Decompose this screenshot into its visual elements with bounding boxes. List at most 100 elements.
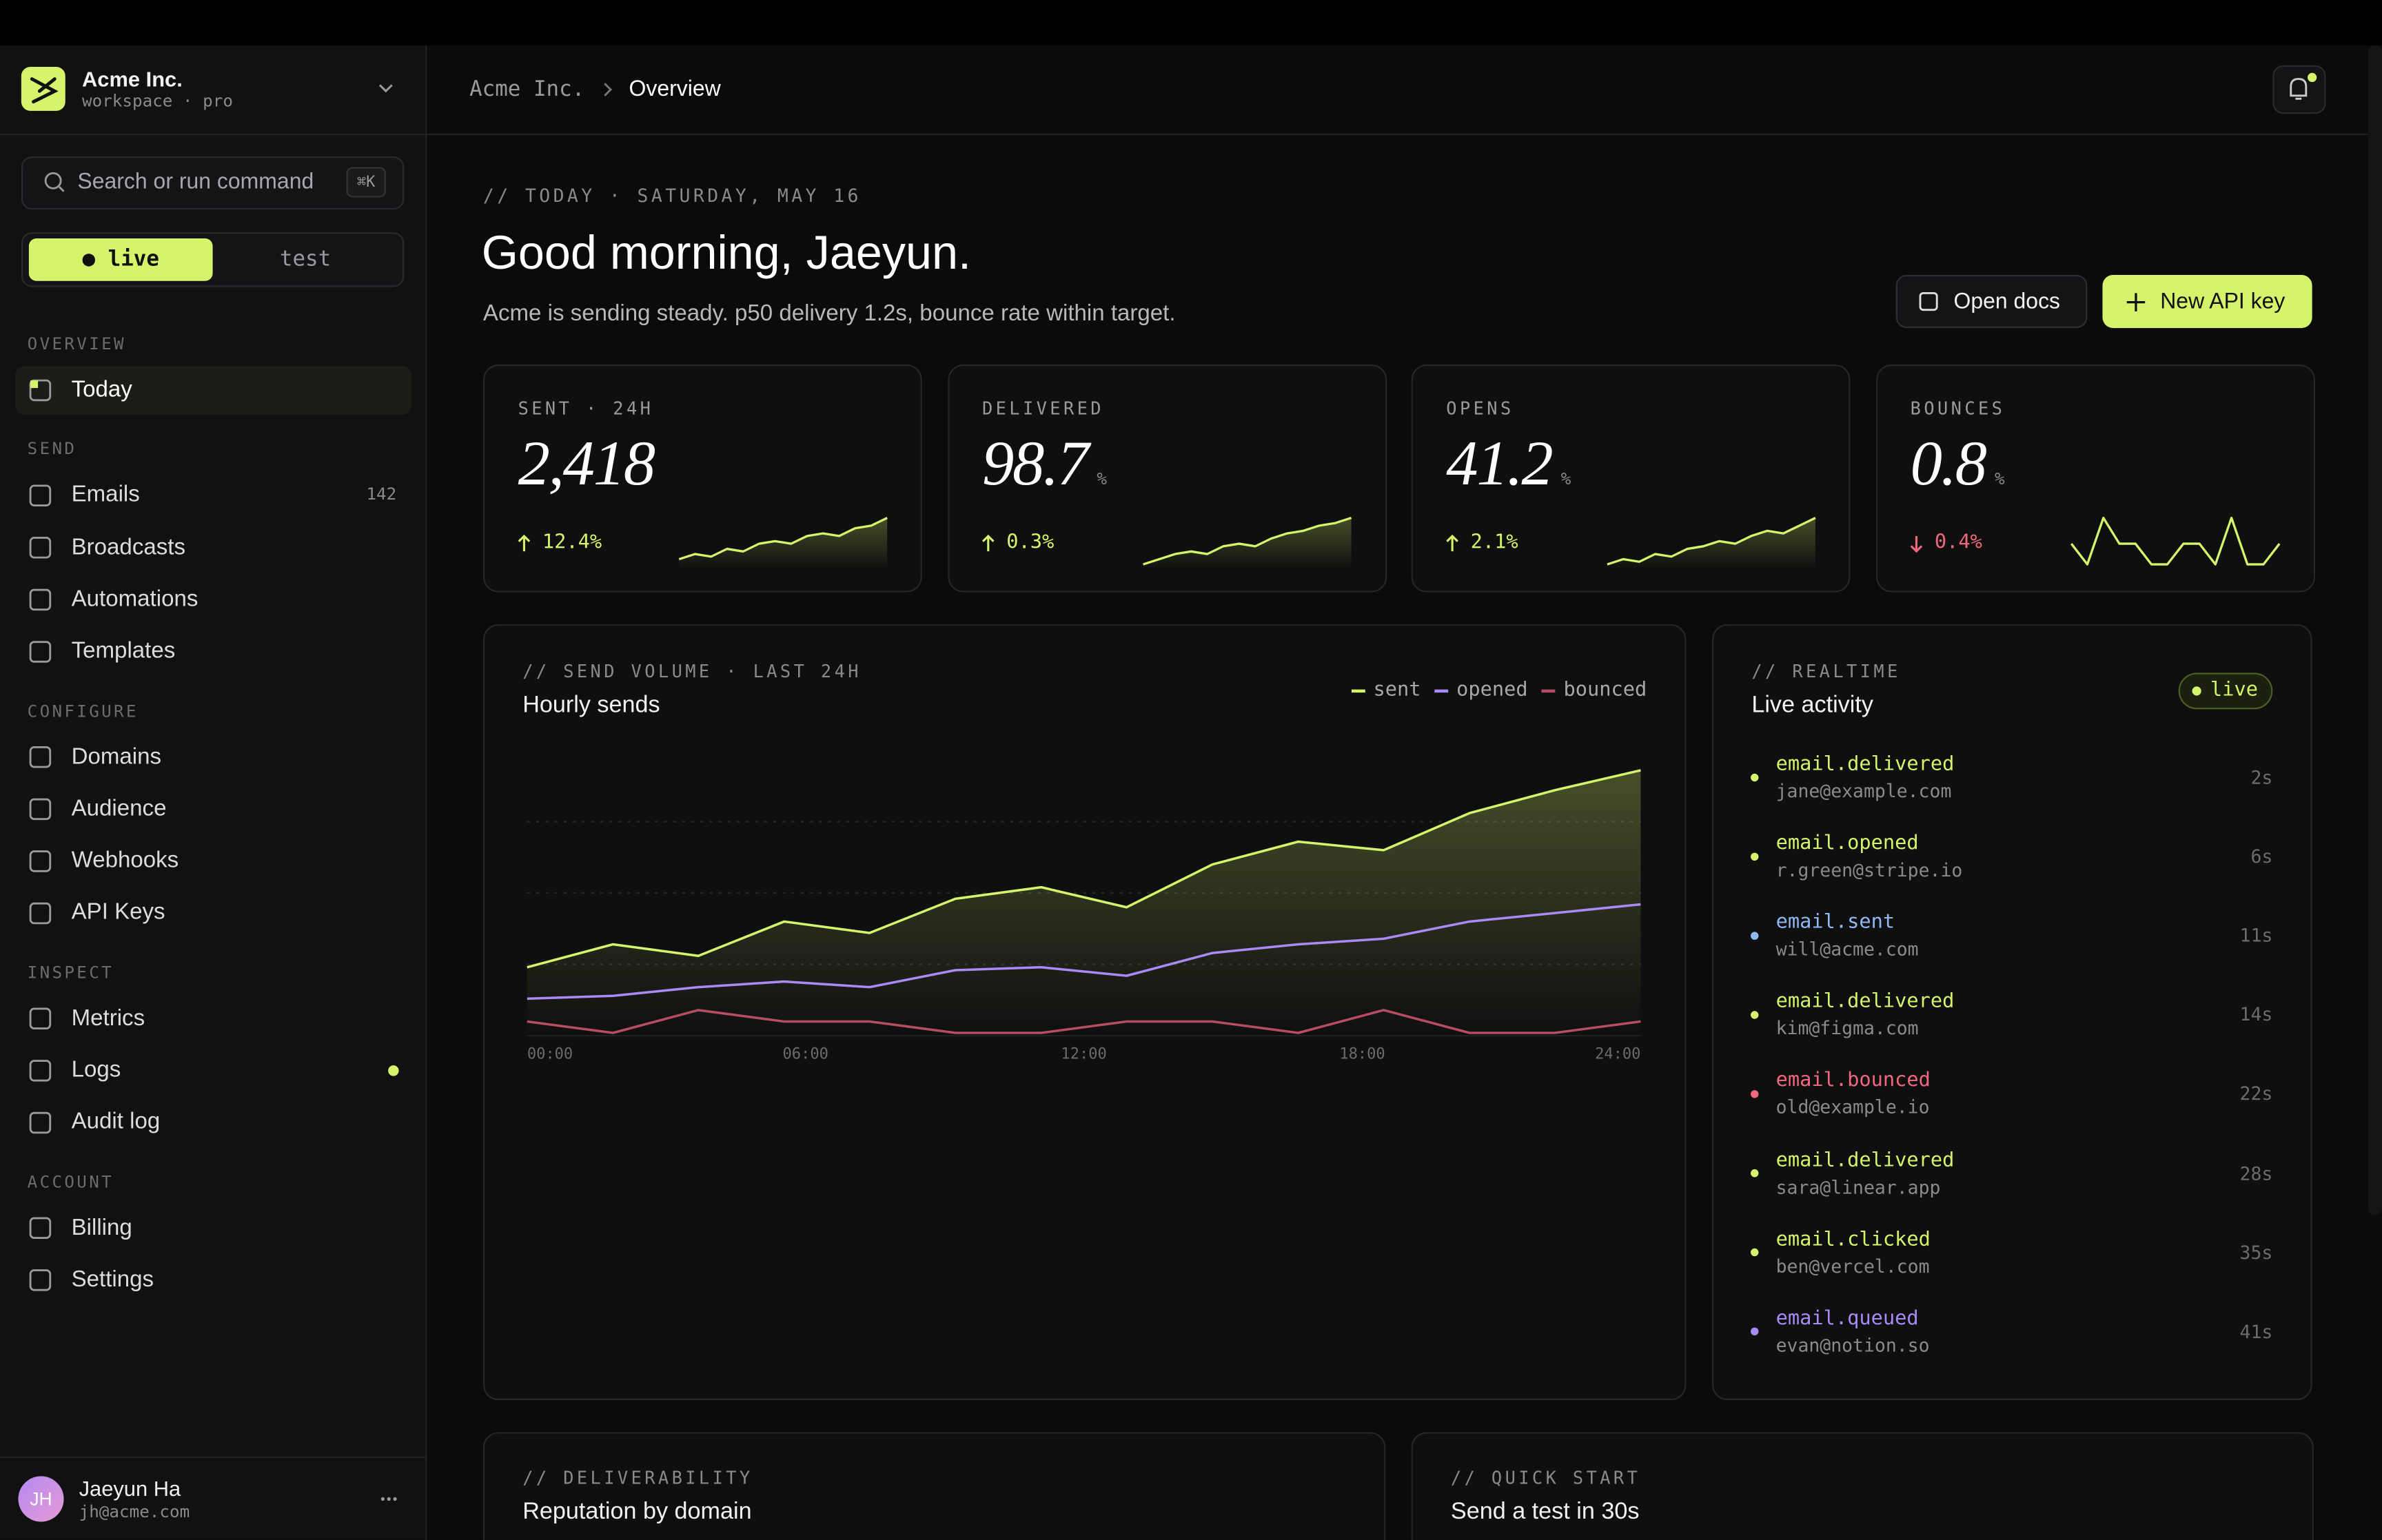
event-type: email.delivered xyxy=(1775,753,1955,777)
x-tick-label: 18:00 xyxy=(1339,1046,1385,1063)
greeting: Good morning, Jaeyun. xyxy=(481,226,971,280)
breadcrumb[interactable]: Acme Inc. xyxy=(469,77,585,102)
chart-eyebrow: // SEND VOLUME · LAST 24H xyxy=(522,660,862,682)
stat-label: BOUNCES xyxy=(1910,398,2006,420)
event-recipient: ben@vercel.com xyxy=(1775,1255,1930,1277)
nav-active-bg xyxy=(15,366,412,415)
stat-delta: 0.4% xyxy=(1934,531,1982,555)
nav-item[interactable]: API Keys xyxy=(71,899,165,926)
workspace-name: Acme Inc. xyxy=(82,66,183,92)
chart-title: Hourly sends xyxy=(522,692,660,719)
stat-value: 98.7% xyxy=(981,429,1107,500)
stat-value: 41.2% xyxy=(1446,429,1571,500)
nav-section-title: OVERVIEW xyxy=(27,333,126,354)
stat-label: SENT · 24H xyxy=(518,398,654,420)
stat-unit: % xyxy=(1097,469,1107,489)
live-pill xyxy=(2178,673,2273,710)
search-box[interactable] xyxy=(21,156,405,210)
search-placeholder: Search or run command xyxy=(77,170,314,195)
user-name: Jaeyun Ha xyxy=(79,1476,181,1501)
nav-item[interactable]: Domains xyxy=(71,743,162,770)
nav-item[interactable]: Logs xyxy=(71,1057,121,1083)
button-label[interactable]: Open docs xyxy=(1953,289,2061,315)
card-eyebrow: // QUICK START xyxy=(1450,1467,1641,1489)
activity-eyebrow: // REALTIME xyxy=(1751,660,1901,682)
nav-section-title: CONFIGURE xyxy=(27,701,139,721)
stat-unit: % xyxy=(1560,469,1571,489)
event-recipient: sara@linear.app xyxy=(1775,1176,1941,1198)
nav-section-title: ACCOUNT xyxy=(27,1171,114,1192)
nav-section-title: SEND xyxy=(27,439,77,460)
nav-item[interactable]: Audit log xyxy=(71,1109,161,1136)
divider xyxy=(0,133,426,136)
event-recipient: jane@example.com xyxy=(1775,780,1952,802)
event-recipient: kim@figma.com xyxy=(1775,1018,1919,1040)
nav-badge: 142 xyxy=(366,484,397,505)
workspace-plan: workspace · pro xyxy=(82,91,233,111)
event-time: 14s xyxy=(2239,1004,2273,1026)
mode-test-label[interactable]: test xyxy=(279,247,332,272)
event-recipient: evan@notion.so xyxy=(1775,1334,1930,1356)
stat-value: 0.8% xyxy=(1910,429,2005,500)
topbar xyxy=(427,45,2382,136)
nav-item[interactable]: Settings xyxy=(71,1266,154,1293)
user-email: jh@acme.com xyxy=(79,1501,190,1522)
nav-item[interactable]: Templates xyxy=(71,638,176,664)
event-time: 28s xyxy=(2239,1162,2273,1184)
nav-item[interactable]: Today xyxy=(71,376,132,403)
stat-delta: 2.1% xyxy=(1470,531,1518,555)
nav-item[interactable]: Automations xyxy=(71,586,198,613)
stat-label: OPENS xyxy=(1446,398,1514,420)
scrollbar xyxy=(2368,45,2382,1215)
legend-label: opened xyxy=(1456,679,1528,702)
chart-card xyxy=(482,624,1687,1401)
event-type: email.delivered xyxy=(1775,1149,1955,1172)
event-time: 11s xyxy=(2239,925,2273,947)
event-type: email.clicked xyxy=(1775,1228,1931,1251)
activity-card xyxy=(1712,624,2312,1401)
nav-item[interactable]: Billing xyxy=(71,1214,132,1240)
stat-unit: % xyxy=(1994,469,2005,489)
browser-bar xyxy=(0,0,2382,46)
stat-delta: 12.4% xyxy=(542,531,602,555)
nav-item[interactable]: Webhooks xyxy=(71,848,179,874)
event-time: 2s xyxy=(2250,767,2273,788)
event-type: email.sent xyxy=(1775,911,1895,934)
stat-value: 2,418 xyxy=(518,429,655,500)
nav-item[interactable]: Audience xyxy=(71,795,167,821)
divider xyxy=(0,1456,426,1458)
event-type: email.queued xyxy=(1775,1307,1919,1331)
bell-button[interactable] xyxy=(2272,65,2326,114)
event-time: 6s xyxy=(2250,845,2273,867)
button-label[interactable]: New API key xyxy=(2160,289,2286,315)
logo[interactable] xyxy=(21,66,65,111)
stat-label: DELIVERED xyxy=(981,398,1104,420)
activity-title: Live activity xyxy=(1751,692,1873,719)
mode-live-label[interactable]: ● live xyxy=(82,247,159,272)
card-eyebrow: // DELIVERABILITY xyxy=(522,1467,753,1489)
event-time: 35s xyxy=(2239,1242,2273,1263)
legend-label: sent xyxy=(1373,679,1421,702)
avatar: JH xyxy=(18,1476,64,1522)
bottom-card xyxy=(1411,1432,2314,1540)
nav-item[interactable]: Emails xyxy=(71,482,140,508)
breadcrumb-current: Overview xyxy=(629,77,721,102)
button-secondary[interactable] xyxy=(1895,274,2088,329)
event-recipient: r.green@stripe.io xyxy=(1775,859,1963,881)
nav-section-title: INSPECT xyxy=(27,962,114,983)
event-type: email.bounced xyxy=(1775,1069,1931,1093)
bottom-card xyxy=(482,1432,1386,1540)
nav-item[interactable]: Metrics xyxy=(71,1005,145,1031)
event-type: email.delivered xyxy=(1775,990,1955,1014)
search-shortcut: ⌘K xyxy=(346,167,386,198)
event-recipient: will@acme.com xyxy=(1775,938,1919,961)
event-recipient: old@example.io xyxy=(1775,1097,1930,1119)
mode-live[interactable] xyxy=(28,238,213,281)
x-tick-label: 24:00 xyxy=(1595,1046,1641,1063)
x-tick-label: 12:00 xyxy=(1061,1046,1107,1063)
event-time: 22s xyxy=(2239,1083,2273,1105)
nav-item[interactable]: Broadcasts xyxy=(71,533,186,560)
